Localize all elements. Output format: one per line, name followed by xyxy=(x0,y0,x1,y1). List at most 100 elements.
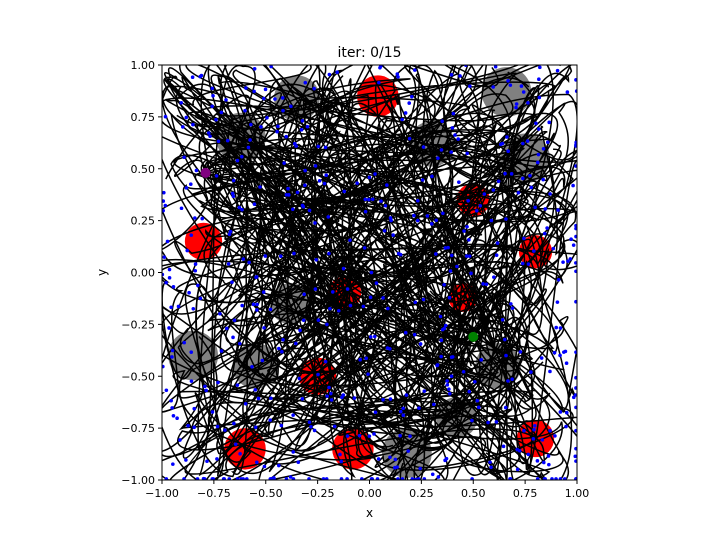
sample-point xyxy=(439,354,443,359)
sample-point xyxy=(408,434,412,439)
sample-point xyxy=(323,359,328,364)
sample-point xyxy=(469,271,473,276)
sample-point xyxy=(163,114,168,119)
sample-point xyxy=(179,100,184,105)
sample-point xyxy=(525,139,530,143)
sample-point xyxy=(574,446,577,451)
sample-point xyxy=(162,190,166,195)
sample-point xyxy=(363,209,368,214)
sample-point xyxy=(561,260,565,264)
sample-point xyxy=(259,125,263,129)
sample-point xyxy=(289,104,293,109)
sample-point xyxy=(533,423,537,428)
sample-point xyxy=(326,215,331,219)
sample-point xyxy=(464,254,469,258)
sample-point xyxy=(535,477,540,480)
sample-point xyxy=(504,217,508,221)
sample-point xyxy=(231,178,236,183)
sample-point xyxy=(167,267,172,272)
sample-point xyxy=(395,72,400,76)
sample-point xyxy=(324,173,329,178)
sample-point xyxy=(481,282,485,286)
sample-point xyxy=(552,350,557,355)
sample-point xyxy=(214,117,218,122)
sample-point xyxy=(456,137,461,141)
x-tick-label: 0.00 xyxy=(357,487,382,500)
sample-point xyxy=(248,138,252,142)
sample-point xyxy=(571,395,576,400)
sample-point xyxy=(503,171,507,176)
sample-point xyxy=(532,427,536,432)
y-tick-label: 0.50 xyxy=(131,163,156,176)
sample-point xyxy=(216,139,221,144)
sample-point xyxy=(386,306,390,311)
sample-point xyxy=(309,424,313,429)
y-tick-label: −0.25 xyxy=(121,318,155,331)
trajectory-path xyxy=(216,69,498,383)
sample-point xyxy=(413,477,418,480)
sample-point xyxy=(295,190,300,195)
sample-point xyxy=(388,455,392,460)
sample-point xyxy=(422,477,427,480)
sample-point xyxy=(182,477,186,480)
sample-point xyxy=(312,428,317,433)
sample-point xyxy=(268,418,272,422)
sample-point xyxy=(494,420,499,424)
sample-point xyxy=(473,379,477,384)
sample-point xyxy=(369,270,374,275)
sample-point xyxy=(167,276,172,280)
x-tick-label: 0.50 xyxy=(461,487,486,500)
sample-point xyxy=(357,433,362,438)
y-axis-ticks: −1.00 −0.75 −0.50 −0.25 0.00 0.25 0.50 0.75 1.00 xyxy=(121,59,162,487)
sample-point xyxy=(468,84,472,89)
sample-point xyxy=(430,174,434,179)
sample-point xyxy=(368,295,373,300)
sample-point xyxy=(458,74,462,78)
sample-point xyxy=(574,261,577,265)
x-tick-label: −0.25 xyxy=(301,487,335,500)
sample-point xyxy=(436,475,441,479)
sample-point xyxy=(508,477,512,480)
sample-point xyxy=(554,325,559,330)
sample-point xyxy=(268,307,273,312)
sample-point xyxy=(251,302,256,307)
sample-point xyxy=(176,304,181,309)
start-marker xyxy=(200,167,211,178)
sample-point xyxy=(193,216,197,220)
sample-point xyxy=(474,208,479,213)
sample-point xyxy=(204,388,208,393)
sample-point xyxy=(378,65,383,68)
sample-point xyxy=(370,197,375,202)
sample-point xyxy=(542,231,547,236)
sample-point xyxy=(260,358,265,363)
sample-point xyxy=(505,135,509,139)
sample-point xyxy=(574,459,577,463)
goal-marker xyxy=(468,331,479,342)
sample-point xyxy=(164,477,169,480)
sample-point xyxy=(533,205,537,210)
sample-point xyxy=(328,306,332,311)
sample-point xyxy=(470,418,474,423)
sample-point xyxy=(574,386,577,390)
sample-point xyxy=(250,364,254,369)
sample-point xyxy=(255,308,259,312)
sample-point xyxy=(181,125,185,129)
trajectory-path xyxy=(204,145,502,429)
sample-point xyxy=(336,308,341,313)
sample-point xyxy=(449,150,454,154)
sample-point xyxy=(303,80,308,85)
sample-point xyxy=(514,102,519,106)
sample-point xyxy=(548,428,552,433)
sample-point xyxy=(235,477,240,480)
sample-point xyxy=(185,248,190,253)
sample-point xyxy=(462,229,466,233)
sample-point xyxy=(376,457,381,461)
sample-point xyxy=(322,181,327,186)
trajectory-path xyxy=(182,149,502,480)
sample-point xyxy=(170,355,174,359)
sample-point xyxy=(323,145,328,150)
sample-point xyxy=(574,226,577,231)
sample-point xyxy=(193,268,198,273)
x-tick-label: 0.75 xyxy=(513,487,538,500)
